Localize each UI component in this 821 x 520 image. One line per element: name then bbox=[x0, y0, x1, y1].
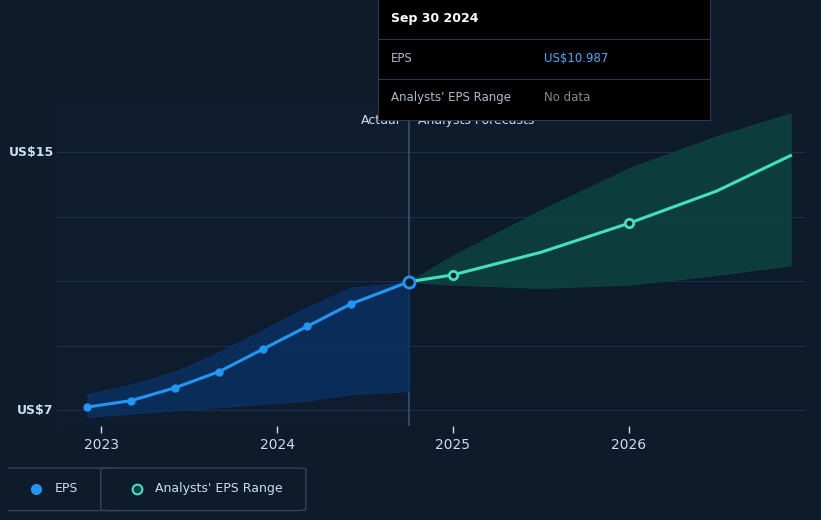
FancyBboxPatch shape bbox=[0, 468, 125, 511]
Bar bbox=[57, 104, 409, 426]
Text: Sep 30 2024: Sep 30 2024 bbox=[391, 12, 479, 25]
Text: Actual: Actual bbox=[361, 114, 401, 127]
Text: US$7: US$7 bbox=[17, 404, 53, 417]
Text: EPS: EPS bbox=[55, 483, 78, 495]
Text: EPS: EPS bbox=[391, 52, 413, 65]
FancyBboxPatch shape bbox=[101, 468, 306, 511]
Text: Analysts Forecasts: Analysts Forecasts bbox=[418, 114, 534, 127]
Text: Analysts' EPS Range: Analysts' EPS Range bbox=[391, 91, 511, 104]
Text: US$15: US$15 bbox=[8, 146, 53, 159]
Text: US$10.987: US$10.987 bbox=[544, 52, 608, 65]
Text: Analysts' EPS Range: Analysts' EPS Range bbox=[155, 483, 283, 495]
Text: No data: No data bbox=[544, 91, 590, 104]
